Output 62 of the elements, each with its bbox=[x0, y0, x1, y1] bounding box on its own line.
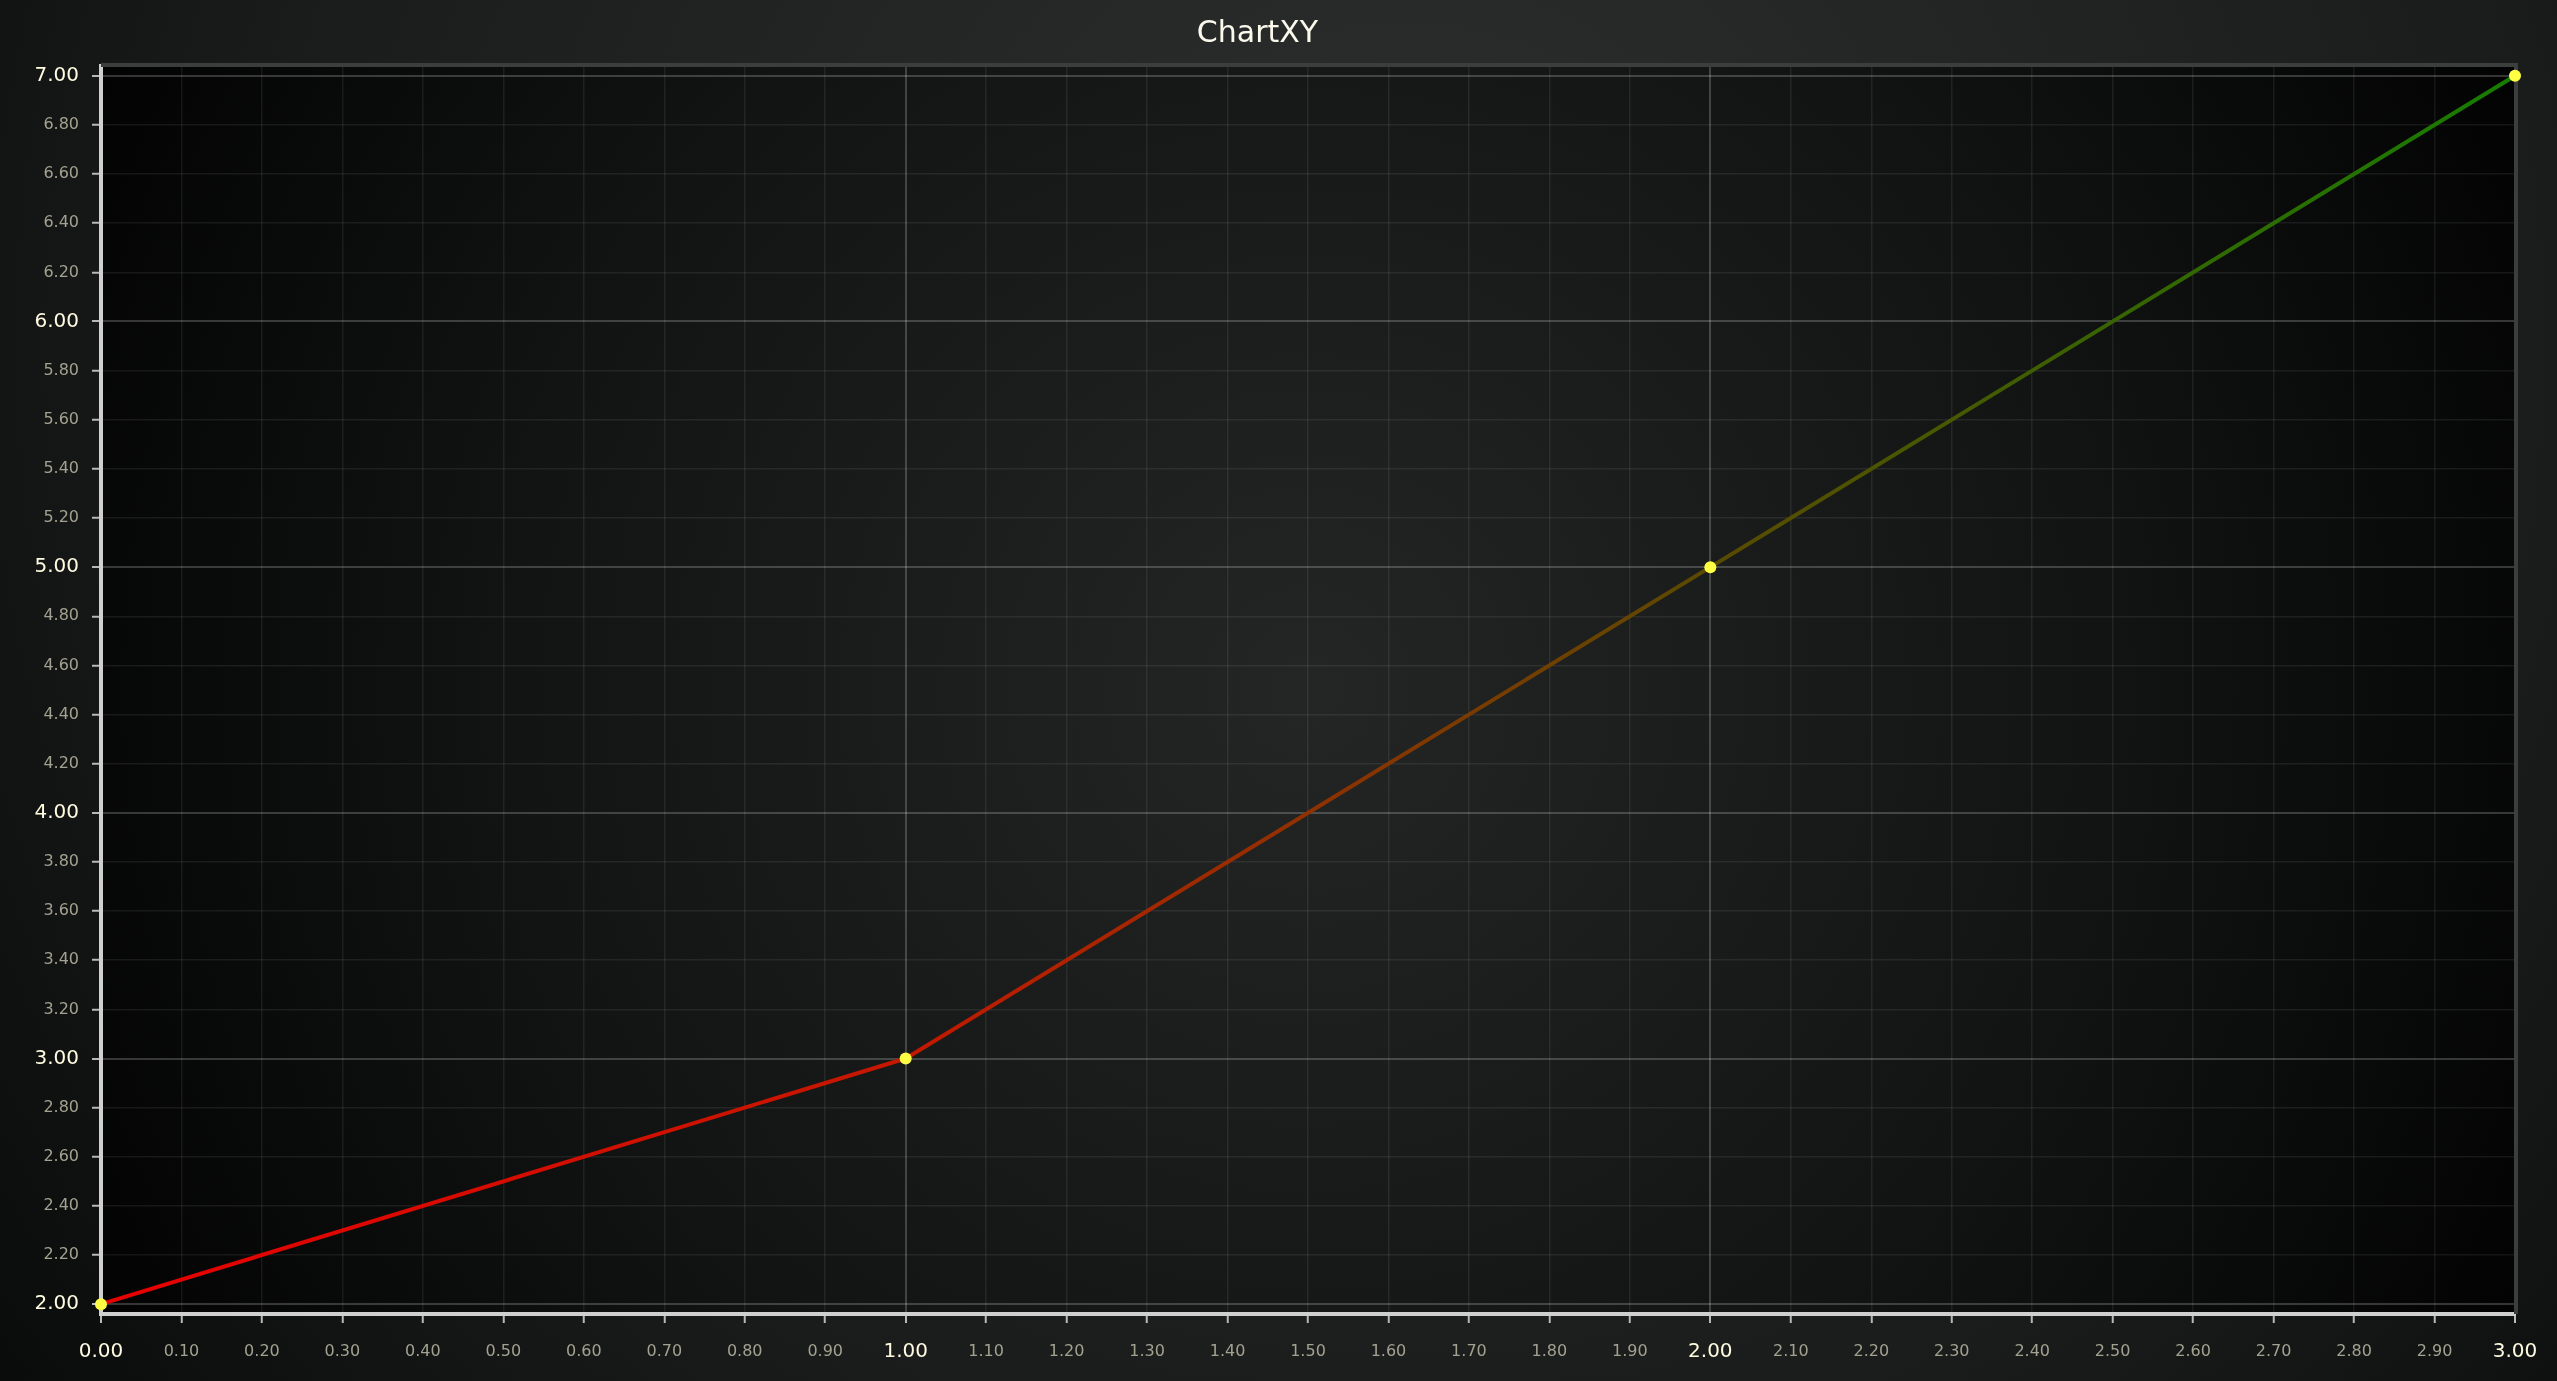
x-tick-label: 1.70 bbox=[1451, 1341, 1487, 1361]
y-tick-label: 3.00 bbox=[34, 1044, 79, 1069]
x-tick-label: 2.00 bbox=[1688, 1338, 1733, 1363]
y-tick-label: 2.40 bbox=[43, 1195, 79, 1215]
x-tick-label: 2.40 bbox=[2014, 1341, 2051, 1361]
y-tick-label: 5.80 bbox=[43, 359, 79, 379]
y-tick-label: 3.40 bbox=[43, 949, 79, 969]
x-tick-label: 0.60 bbox=[565, 1341, 602, 1361]
x-tick-label: 0.40 bbox=[405, 1341, 441, 1361]
point bbox=[2509, 69, 2521, 82]
y-tick-label: 5.40 bbox=[43, 458, 79, 478]
x-tick-label: 1.00 bbox=[883, 1338, 928, 1363]
y-tick-label: 4.20 bbox=[43, 752, 79, 772]
y-tick-label: 6.40 bbox=[43, 212, 79, 232]
x-tick-label: 2.20 bbox=[1853, 1341, 1890, 1361]
x-tick-label: 1.50 bbox=[1290, 1341, 1326, 1361]
y-tick-label: 6.80 bbox=[43, 114, 79, 134]
x-tick-label: 1.60 bbox=[1370, 1341, 1407, 1361]
y-tick-label: 6.60 bbox=[43, 163, 79, 183]
point bbox=[899, 1052, 912, 1065]
point bbox=[1704, 561, 1717, 574]
y-tick-label: 5.20 bbox=[43, 507, 79, 527]
x-tick-label: 1.30 bbox=[1129, 1341, 1165, 1361]
x-tick-label: 2.60 bbox=[2175, 1341, 2211, 1361]
y-tick-label: 4.60 bbox=[43, 654, 79, 674]
x-tick-label: 2.30 bbox=[1933, 1341, 1970, 1361]
x-tick-label: 0.00 bbox=[78, 1338, 124, 1363]
y-tick-label: 5.60 bbox=[43, 408, 79, 428]
x-tick-label: 1.10 bbox=[968, 1341, 1004, 1361]
x-tick-label: 1.90 bbox=[1612, 1341, 1648, 1361]
y-tick-label: 4.80 bbox=[43, 605, 79, 625]
y-tick-label: 4.00 bbox=[34, 799, 79, 824]
x-tick-label: 2.70 bbox=[2255, 1341, 2292, 1361]
x-tick-label: 2.80 bbox=[2336, 1341, 2372, 1361]
x-tick-label: 1.20 bbox=[1048, 1341, 1085, 1361]
y-tick-label: 2.60 bbox=[43, 1145, 79, 1165]
x-tick-label: 0.70 bbox=[646, 1341, 683, 1361]
y-tick-label: 3.60 bbox=[43, 900, 79, 920]
y-tick-label: 2.20 bbox=[43, 1244, 79, 1264]
y-tick-label: 2.80 bbox=[43, 1096, 79, 1116]
y-tick-label: 4.40 bbox=[43, 703, 79, 723]
x-tick-label: 1.80 bbox=[1531, 1341, 1568, 1361]
x-tick-label: 0.50 bbox=[485, 1341, 522, 1361]
chart-title: ChartXY bbox=[1196, 13, 1319, 49]
x-tick-label: 1.40 bbox=[1209, 1341, 1246, 1361]
x-tick-label: 2.10 bbox=[1772, 1341, 1809, 1361]
x-tick-label: 0.10 bbox=[163, 1341, 200, 1361]
y-tick-label: 6.20 bbox=[43, 261, 79, 281]
y-tick-label: 2.00 bbox=[34, 1290, 79, 1315]
x-tick-label: 0.30 bbox=[324, 1341, 361, 1361]
x-tick-label: 0.80 bbox=[726, 1341, 763, 1361]
x-tick-label: 0.20 bbox=[244, 1341, 280, 1361]
x-tick-label: 2.90 bbox=[2416, 1341, 2453, 1361]
y-tick-label: 7.00 bbox=[34, 62, 79, 87]
x-tick-label: 2.50 bbox=[2094, 1341, 2131, 1361]
y-tick-label: 6.00 bbox=[34, 307, 79, 332]
x-tick-label: 0.90 bbox=[807, 1341, 844, 1361]
y-tick-label: 3.80 bbox=[43, 851, 79, 871]
x-tick-label: 3.00 bbox=[2492, 1338, 2538, 1363]
point bbox=[95, 1298, 107, 1311]
y-tick-label: 5.00 bbox=[34, 553, 79, 578]
y-tick-label: 3.20 bbox=[43, 998, 79, 1018]
